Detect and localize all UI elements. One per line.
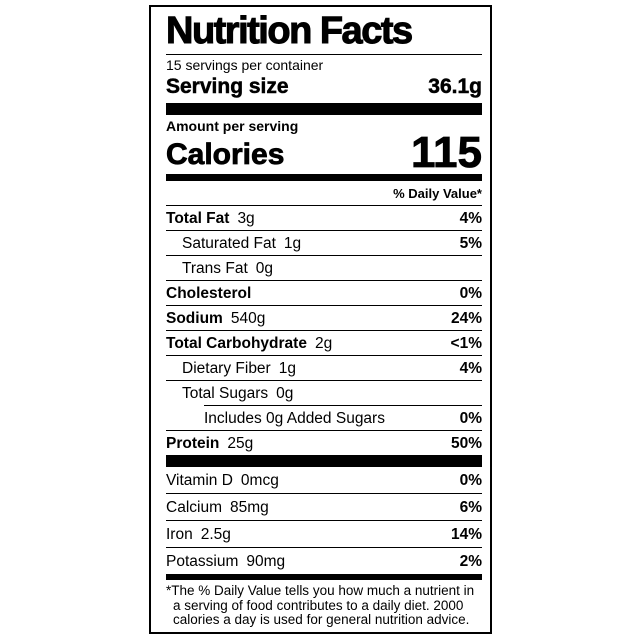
nutrient-amount: 540g — [230, 309, 266, 327]
nutrient-row-cholesterol: Cholesterol 0% — [166, 281, 482, 306]
micronutrient-amount: 2.5g — [200, 525, 231, 543]
nutrient-row-protein: Protein 25g 50% — [166, 431, 482, 455]
micronutrient-name: Potassium — [166, 552, 239, 570]
micronutrient-dv: 0% — [459, 471, 482, 489]
daily-value-header: % Daily Value* — [166, 181, 482, 206]
nutrient-row-dietary-fiber: Dietary Fiber 1g 4% — [166, 356, 482, 381]
nutrient-name: Saturated Fat — [182, 234, 276, 252]
serving-size-row: Serving size 36.1g — [166, 74, 482, 103]
label-title: Nutrition Facts — [166, 9, 482, 55]
nutrient-row-total-fat: Total Fat 3g 4% — [166, 206, 482, 231]
calories-value: 115 — [411, 128, 483, 177]
nutrient-name: Protein — [166, 434, 220, 452]
micronutrient-row-vitamin-d: Vitamin D 0mcg 0% — [166, 467, 482, 494]
nutrient-dv: 4% — [459, 359, 482, 377]
nutrient-name: Sodium — [166, 309, 223, 327]
section-divider-bar-middle — [166, 455, 482, 467]
nutrient-dv: <1% — [450, 334, 482, 352]
nutrient-dv: 0% — [459, 284, 482, 302]
micronutrient-dv: 14% — [450, 525, 482, 543]
nutrition-facts-label: Nutrition Facts 15 servings per containe… — [149, 5, 492, 634]
nutrient-amount: 2g — [314, 334, 333, 352]
nutrient-name: Trans Fat — [182, 259, 248, 277]
nutrient-dv: 4% — [459, 209, 482, 227]
nutrient-name: Total Sugars — [182, 384, 269, 402]
micronutrient-name: Iron — [166, 525, 193, 543]
micronutrient-name: Calcium — [166, 498, 222, 516]
micronutrient-name: Vitamin D — [166, 471, 233, 489]
nutrient-name: Total Carbohydrate — [166, 334, 307, 352]
micronutrient-amount: 90mg — [246, 552, 286, 570]
servings-per-container: 15 servings per container — [166, 57, 324, 73]
amount-per-serving-label: Amount per serving — [166, 118, 299, 134]
nutrient-row-trans-fat: Trans Fat 0g — [166, 256, 482, 281]
micronutrient-amount: 0mcg — [240, 471, 279, 489]
calories-label: Calories — [166, 138, 285, 172]
nutrient-name: Includes 0g Added Sugars — [204, 409, 385, 427]
nutrient-amount: 3g — [237, 209, 255, 227]
nutrient-dv: 5% — [459, 234, 482, 252]
micronutrient-dv: 2% — [459, 552, 482, 570]
nutrient-amount: 1g — [278, 359, 296, 377]
nutrient-row-saturated-fat: Saturated Fat 1g 5% — [166, 231, 482, 256]
nutrient-amount: 1g — [283, 234, 302, 252]
daily-value-footnote: *The % Daily Value tells you how much a … — [166, 583, 475, 627]
serving-size-value: 36.1g — [428, 75, 482, 99]
nutrient-name: Cholesterol — [166, 284, 252, 302]
nutrient-amount: 0g — [255, 259, 273, 277]
nutrient-amount: 0g — [276, 384, 294, 402]
section-divider-bar-bottom — [166, 574, 482, 580]
micronutrient-dv: 6% — [459, 498, 482, 516]
nutrient-dv: 0% — [459, 409, 482, 427]
nutrient-amount: 25g — [227, 434, 254, 452]
nutrient-row-added-sugars: Includes 0g Added Sugars 0% — [166, 405, 482, 431]
nutrient-row-total-carbohydrate: Total Carbohydrate 2g <1% — [166, 331, 482, 356]
nutrient-row-sodium: Sodium 540g 24% — [166, 306, 482, 331]
micronutrient-row-potassium: Potassium 90mg 2% — [166, 548, 482, 574]
micronutrient-row-iron: Iron 2.5g 14% — [166, 521, 482, 548]
calories-divider-bar — [166, 174, 482, 181]
calories-row: Calories 115 — [166, 128, 483, 177]
nutrient-dv: 24% — [450, 309, 482, 327]
nutrient-name: Dietary Fiber — [182, 359, 271, 377]
section-divider-bar-top — [166, 103, 482, 115]
micronutrient-row-calcium: Calcium 85mg 6% — [166, 494, 482, 521]
micronutrient-amount: 85mg — [229, 498, 269, 516]
nutrient-row-total-sugars: Total Sugars 0g — [166, 381, 482, 405]
serving-size-label: Serving size — [166, 75, 289, 99]
nutrient-name: Total Fat — [166, 209, 230, 227]
nutrient-dv: 50% — [450, 434, 482, 452]
